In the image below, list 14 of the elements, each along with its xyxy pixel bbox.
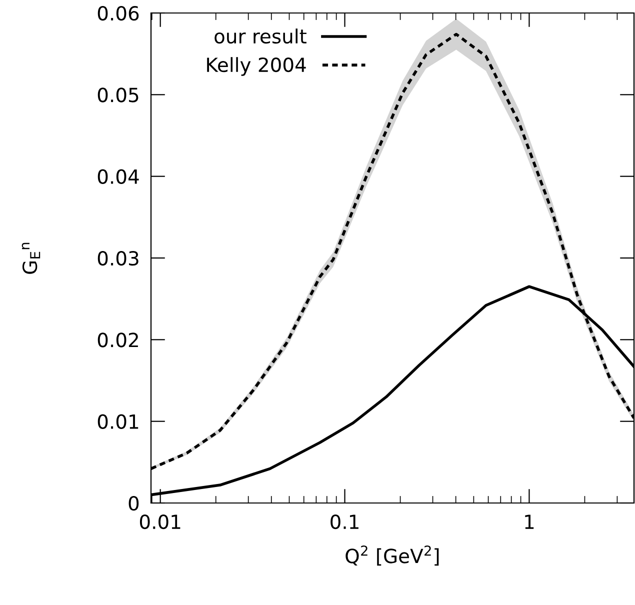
y-tick-label: 0.05 (98, 88, 138, 102)
x-tick-label: 1 (525, 514, 534, 529)
x-axis-title: Q$^{2}$ [GeV$^{2}$] (346, 545, 439, 566)
legend-label: our result (214, 28, 306, 44)
legend-label: Kelly 2004 (207, 57, 306, 76)
y-tick-label: 0.02 (98, 332, 138, 348)
y-tick-label: 0.06 (98, 6, 139, 21)
x-tick-label: 0.01 (140, 514, 180, 530)
y-tick-label: 0.03 (98, 250, 138, 266)
y-tick-label: 0.04 (98, 169, 139, 184)
y-tick-label: 0.01 (98, 414, 138, 429)
y-axis-title: G$_{E}$$^{n}$ (22, 242, 40, 274)
x-tick-label: 0.1 (330, 514, 358, 530)
y-tick-label: 0 (128, 496, 139, 511)
